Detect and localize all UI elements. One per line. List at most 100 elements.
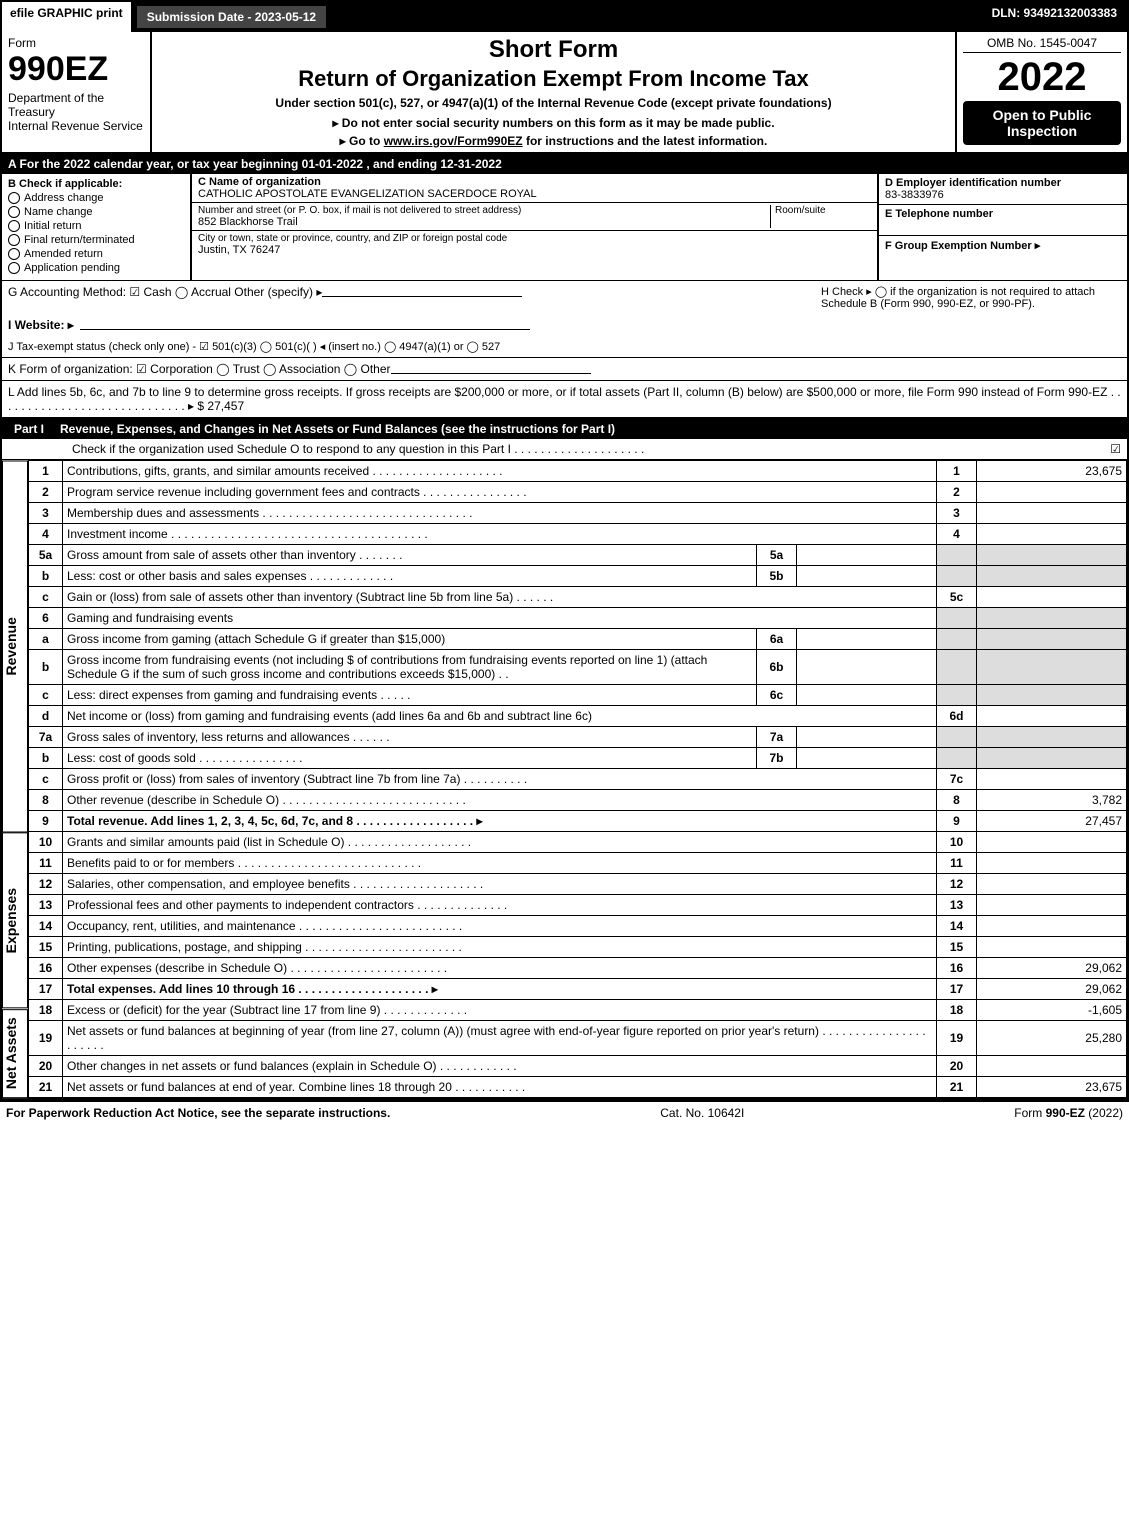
line-description: Net assets or fund balances at beginning… (63, 1021, 937, 1056)
dln-label: DLN: 93492132003383 (982, 2, 1127, 32)
sub-line-number: 6a (757, 629, 797, 650)
line-description: Excess or (deficit) for the year (Subtra… (63, 1000, 937, 1021)
line-code: 16 (937, 958, 977, 979)
line-amount: 23,675 (977, 461, 1127, 482)
line-amount (977, 727, 1127, 748)
line-amount (977, 587, 1127, 608)
tax-year: 2022 (963, 57, 1121, 97)
line-description: Total expenses. Add lines 10 through 16 … (63, 979, 937, 1000)
sub-line-number: 5b (757, 566, 797, 587)
efile-label: efile GRAPHIC print (2, 2, 133, 32)
line-number: 21 (29, 1077, 63, 1098)
form-header: Form 990EZ Department of the Treasury In… (2, 32, 1127, 154)
line-amount (977, 853, 1127, 874)
ein-value: 83-3833976 (885, 189, 1121, 201)
line-number: 7a (29, 727, 63, 748)
irs-link[interactable]: www.irs.gov/Form990EZ (384, 134, 523, 148)
form-id-block: Form 990EZ Department of the Treasury In… (2, 32, 152, 152)
line-description: Gaming and fundraising events (63, 608, 937, 629)
line-code: 13 (937, 895, 977, 916)
line-description: Gross income from gaming (attach Schedul… (63, 629, 757, 650)
line-code: 2 (937, 482, 977, 503)
line-description: Gross profit or (loss) from sales of inv… (63, 769, 937, 790)
line-code: 6d (937, 706, 977, 727)
section-b-title: B Check if applicable: (8, 178, 184, 190)
sub-line-number: 6b (757, 650, 797, 685)
line-number: 5a (29, 545, 63, 566)
table-row: 1Contributions, gifts, grants, and simil… (29, 461, 1127, 482)
line-code: 12 (937, 874, 977, 895)
line-code: 21 (937, 1077, 977, 1098)
line-number: 9 (29, 811, 63, 832)
table-row: 20Other changes in net assets or fund ba… (29, 1056, 1127, 1077)
line-k: K Form of organization: ☑ Corporation ◯ … (2, 358, 1127, 381)
form-title-block: Short Form Return of Organization Exempt… (152, 32, 957, 152)
street-value: 852 Blackhorse Trail (198, 216, 766, 228)
form-number: 990EZ (8, 50, 144, 89)
line-code: 19 (937, 1021, 977, 1056)
line-code: 11 (937, 853, 977, 874)
line-amount: 3,782 (977, 790, 1127, 811)
line-number: 2 (29, 482, 63, 503)
part-i-title-bar: Part I Revenue, Expenses, and Changes in… (2, 419, 1127, 439)
table-row: bLess: cost of goods sold . . . . . . . … (29, 748, 1127, 769)
checkbox-icon (8, 262, 20, 274)
table-row: 14Occupancy, rent, utilities, and mainte… (29, 916, 1127, 937)
line-description: Membership dues and assessments . . . . … (63, 503, 937, 524)
schedule-o-checkbox[interactable]: ☑ (1110, 442, 1121, 456)
line-amount (977, 545, 1127, 566)
line-description: Benefits paid to or for members . . . . … (63, 853, 937, 874)
chk-application-pending[interactable]: Application pending (8, 262, 184, 274)
line-code: 5c (937, 587, 977, 608)
chk-address-change[interactable]: Address change (8, 192, 184, 204)
city-label: City or town, state or province, country… (198, 233, 871, 244)
checkbox-icon (8, 206, 20, 218)
line-code: 15 (937, 937, 977, 958)
link-suffix: for instructions and the latest informat… (523, 134, 768, 148)
line-number: c (29, 587, 63, 608)
phone-value (885, 220, 1121, 232)
line-amount: 27,457 (977, 811, 1127, 832)
omb-number: OMB No. 1545-0047 (963, 36, 1121, 53)
sub-line-value (797, 727, 937, 748)
table-row: 16Other expenses (describe in Schedule O… (29, 958, 1127, 979)
table-row: 17Total expenses. Add lines 10 through 1… (29, 979, 1127, 1000)
line-number: 16 (29, 958, 63, 979)
table-row: 18Excess or (deficit) for the year (Subt… (29, 1000, 1127, 1021)
line-description: Less: direct expenses from gaming and fu… (63, 685, 757, 706)
table-row: 10Grants and similar amounts paid (list … (29, 832, 1127, 853)
line-number: b (29, 650, 63, 685)
line-description: Net income or (loss) from gaming and fun… (63, 706, 937, 727)
line-number: 8 (29, 790, 63, 811)
line-amount (977, 524, 1127, 545)
line-description: Professional fees and other payments to … (63, 895, 937, 916)
line-amount: 29,062 (977, 979, 1127, 1000)
line-amount (977, 874, 1127, 895)
sub-line-value (797, 566, 937, 587)
line-amount (977, 685, 1127, 706)
line-number: b (29, 748, 63, 769)
chk-name-change[interactable]: Name change (8, 206, 184, 218)
line-k-text: K Form of organization: ☑ Corporation ◯ … (8, 362, 391, 376)
form-word: Form (8, 36, 144, 50)
chk-label: Initial return (24, 220, 81, 232)
chk-final-return[interactable]: Final return/terminated (8, 234, 184, 246)
part-i-check-text: Check if the organization used Schedule … (72, 442, 644, 456)
line-code (937, 545, 977, 566)
line-description: Gross income from fundraising events (no… (63, 650, 757, 685)
footer-mid: Cat. No. 10642I (660, 1106, 744, 1120)
chk-initial-return[interactable]: Initial return (8, 220, 184, 232)
chk-label: Application pending (24, 262, 120, 274)
chk-amended-return[interactable]: Amended return (8, 248, 184, 260)
line-amount (977, 608, 1127, 629)
table-row: 15Printing, publications, postage, and s… (29, 937, 1127, 958)
line-i-text: I Website: ▸ (8, 318, 74, 332)
table-row: bLess: cost or other basis and sales exp… (29, 566, 1127, 587)
line-number: 1 (29, 461, 63, 482)
line-number: c (29, 685, 63, 706)
line-h: H Check ▸ ◯ if the organization is not r… (821, 285, 1121, 310)
table-row: 2Program service revenue including gover… (29, 482, 1127, 503)
table-row: dNet income or (loss) from gaming and fu… (29, 706, 1127, 727)
sub-line-value (797, 685, 937, 706)
line-code (937, 566, 977, 587)
